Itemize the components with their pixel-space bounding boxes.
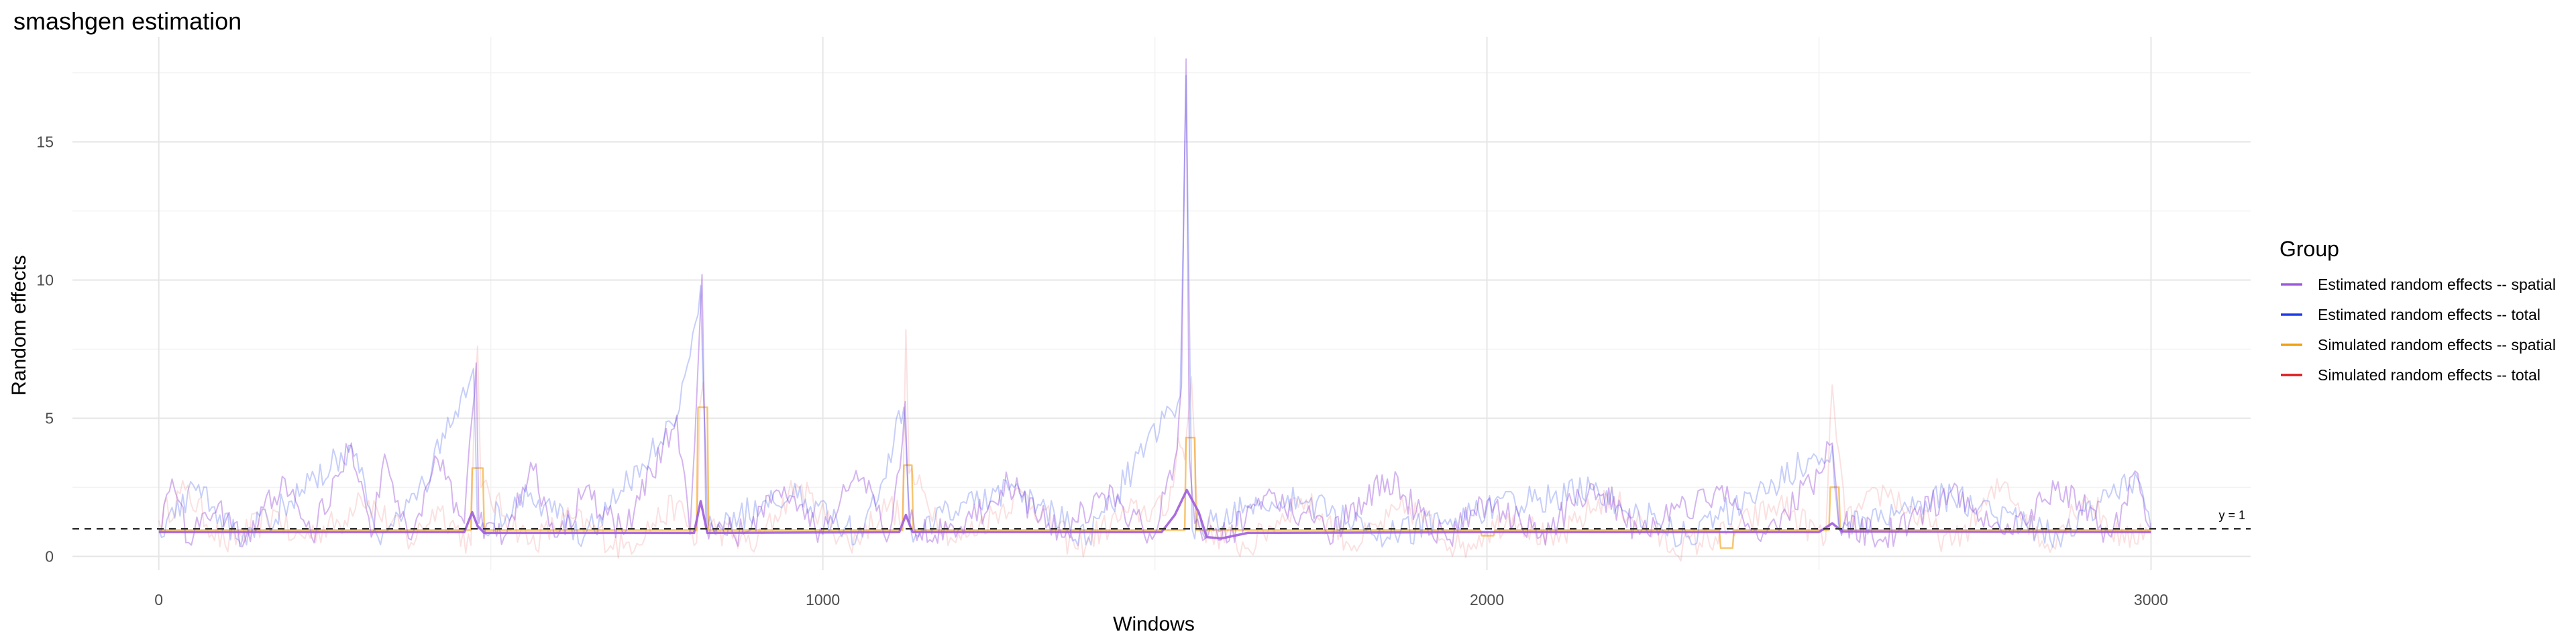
chart-title: smashgen estimation <box>13 7 241 35</box>
series-line-estimated-random-effects-total <box>158 74 2152 548</box>
minor-gridlines <box>72 37 2251 570</box>
y-axis-title: Random effects <box>8 255 30 396</box>
major-gridlines <box>72 37 2251 570</box>
reference-line-layer: y = 1 <box>72 508 2251 530</box>
legend-label: Estimated random effects -- total <box>2318 306 2540 323</box>
legend: Group Estimated random effects -- spatia… <box>2279 237 2556 384</box>
legend-title: Group <box>2279 237 2339 261</box>
series-layer <box>158 58 2152 562</box>
series-line-estimated-random-effects-spatial-smoothed <box>158 488 2151 540</box>
series-line-simulated-random-effects-spatial <box>158 406 2151 549</box>
legend-label: Simulated random effects -- total <box>2318 366 2540 384</box>
series-line-estimated-random-effects-spatial <box>158 58 2152 549</box>
x-axis-title: Windows <box>1113 613 1195 635</box>
y-tick-label: 15 <box>36 133 54 151</box>
x-tick-label: 3000 <box>2134 591 2168 608</box>
legend-label: Simulated random effects -- spatial <box>2318 336 2556 354</box>
x-tick-label: 2000 <box>1470 591 1504 608</box>
tick-labels: 0 1000 2000 3000 0 5 10 15 <box>36 133 2168 608</box>
x-tick-label: 0 <box>154 591 163 608</box>
reference-line-label: y = 1 <box>2218 508 2245 522</box>
x-tick-label: 1000 <box>806 591 840 608</box>
y-tick-label: 0 <box>45 547 54 565</box>
y-tick-label: 10 <box>36 271 54 288</box>
y-tick-label: 5 <box>45 409 54 427</box>
legend-label: Estimated random effects -- spatial <box>2318 276 2556 293</box>
